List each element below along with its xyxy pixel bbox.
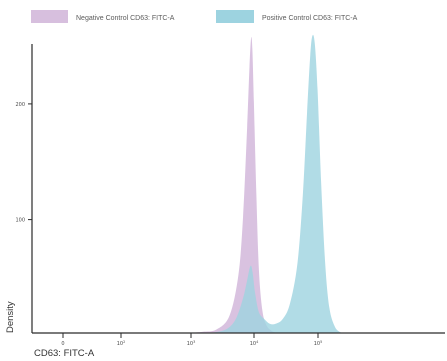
x-axis-title: CD63: FITC-A: [34, 348, 95, 359]
x-tick-label-1e3: 103: [187, 340, 196, 347]
x-tick-label-1e4: 104: [250, 340, 259, 347]
series-area-positive-control: [210, 34, 346, 333]
legend-label-negative-control: Negative Control CD63: FITC-A: [76, 15, 175, 22]
x-tick-1e2: 102: [117, 333, 126, 347]
legend-swatch-negative-control: [31, 10, 68, 23]
legend-swatch-positive-control: [216, 10, 254, 23]
y-axis-title: Density: [5, 301, 16, 333]
y-tick-200: 200: [15, 102, 32, 108]
x-tick-1e3: 103: [187, 333, 196, 347]
y-tick-label-200: 200: [15, 102, 25, 108]
x-tick-1e4: 104: [250, 333, 259, 347]
legend-label-positive-control: Positive Control CD63: FITC-A: [262, 15, 358, 22]
x-tick-label-0: 0: [61, 341, 64, 347]
x-tick-0: 0: [61, 333, 65, 347]
x-tick-label-1e5: 105: [314, 340, 323, 347]
x-tick-1e5: 105: [314, 333, 323, 347]
y-tick-100: 100: [15, 218, 32, 224]
x-tick-label-1e2: 102: [117, 340, 126, 347]
series-layer: [184, 34, 346, 333]
series-area-negative-control: [184, 37, 277, 333]
y-tick-label-100: 100: [15, 218, 25, 224]
legend: Negative Control CD63: FITC-A Positive C…: [31, 10, 358, 23]
